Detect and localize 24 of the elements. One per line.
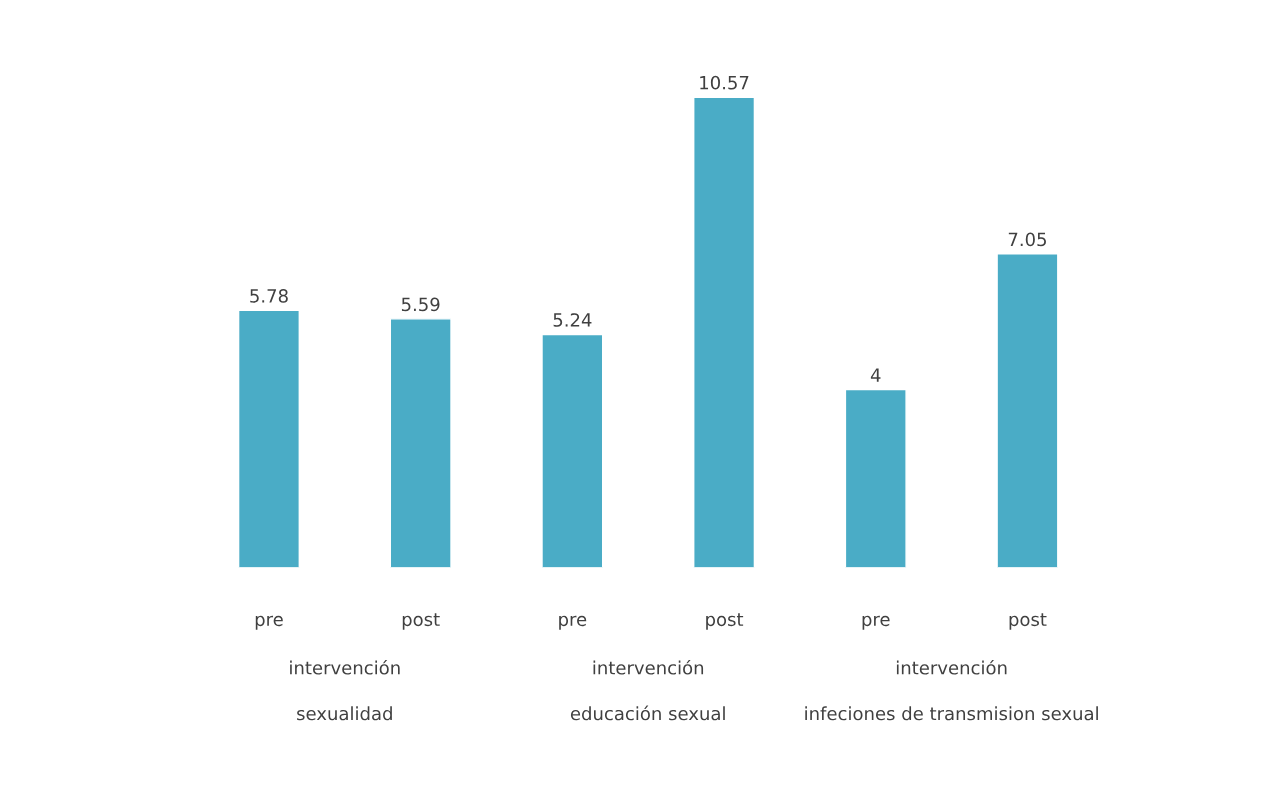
text: sexualidad [297,706,392,721]
text: intervención [593,659,704,675]
text: intervención [896,659,1007,675]
bar [541,333,604,568]
x-tick-label: post [1009,613,1047,630]
text: infeciones de transmision sexual [805,706,1098,721]
data-label: 5.24 [553,313,592,327]
bar [389,318,452,568]
x-tick-label: pre [559,615,587,630]
text: intervención [290,659,400,675]
bar [237,309,300,568]
x-tick-label: pre [862,615,890,630]
data-label: 5.59 [401,297,440,312]
bar [693,96,756,568]
bar [844,388,907,568]
data-label: 7.05 [1008,232,1046,247]
data-label: 4 [870,368,881,382]
x-tick-label: pre [255,615,283,630]
bar [996,253,1059,568]
data-label: 10.57 [700,75,749,90]
x-tick-label: post [402,613,440,630]
data-label: 5.78 [250,289,288,303]
x-tick-label: post [706,613,744,630]
text: educación sexual [570,705,725,721]
